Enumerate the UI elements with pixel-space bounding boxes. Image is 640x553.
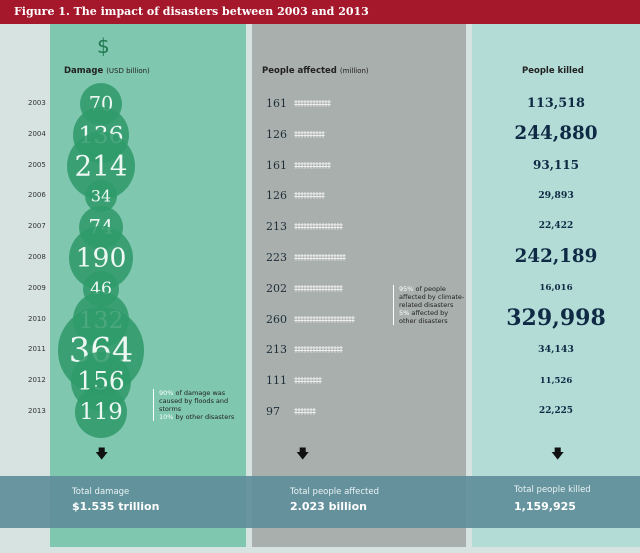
person-icon-row: ‡‡‡‡‡‡‡‡‡‡‡‡‡‡‡‡‡ — [294, 253, 346, 262]
people-affected-value: 126 — [266, 189, 287, 203]
year-label: 2013 — [28, 407, 46, 415]
people-killed-value: 34,143 — [538, 344, 574, 356]
damage-value: 214 — [74, 149, 128, 183]
people-affected-value: 111 — [266, 374, 287, 388]
year-label: 2003 — [28, 99, 46, 107]
totals-footer — [0, 476, 640, 528]
person-icon-row: ‡‡‡‡‡‡‡‡‡‡‡‡‡‡‡‡ — [294, 345, 343, 355]
people-killed-value: 22,422 — [538, 221, 574, 232]
people-note: 95% of people affected by climate-relate… — [393, 285, 467, 325]
damage-value: 190 — [75, 242, 127, 274]
person-icon-row: ‡‡‡‡‡‡‡‡‡‡‡‡‡‡‡‡ — [294, 222, 343, 232]
people-killed-column — [472, 24, 640, 547]
total-killed-value: 1,159,925 — [514, 500, 576, 513]
people-killed-value: 22,225 — [539, 406, 573, 417]
people-killed-value: 11,526 — [539, 375, 573, 386]
person-icon-row: ‡‡‡‡‡‡‡‡‡ — [294, 376, 322, 386]
people-killed-value: 29,893 — [538, 190, 574, 202]
down-arrow-icon: 🡇 — [296, 447, 310, 462]
people-affected-value: 126 — [266, 127, 287, 141]
people-killed-value: 16,016 — [539, 283, 573, 294]
person-icon-row: ‡‡‡‡‡‡‡‡‡‡‡‡‡‡‡‡‡‡‡‡ — [294, 314, 355, 324]
person-icon-row: ‡‡‡‡‡‡‡‡‡‡ — [294, 129, 325, 139]
total-people-value: 2.023 billion — [290, 500, 367, 513]
down-arrow-icon: 🡇 — [95, 447, 109, 462]
total-people-label: Total people affected — [290, 487, 379, 497]
people-killed-value: 113,518 — [527, 95, 585, 111]
person-icon-row: ‡‡‡‡‡‡‡‡‡‡‡‡‡‡‡‡ — [294, 283, 343, 293]
people-affected-column — [252, 24, 466, 547]
damage-bubble — [74, 385, 128, 439]
year-label: 2006 — [28, 191, 46, 200]
people-affected-value: 213 — [266, 343, 287, 357]
year-label: 2009 — [28, 283, 46, 292]
down-arrow-icon: 🡇 — [551, 447, 565, 462]
person-icon-row: ‡‡‡‡‡‡‡‡‡‡ — [294, 191, 325, 201]
year-label: 2008 — [28, 253, 46, 261]
people-affected-value: 161 — [266, 158, 287, 172]
year-label: 2012 — [28, 376, 46, 385]
people-killed-header: People killed — [522, 66, 584, 76]
people-affected-value: 213 — [266, 220, 287, 234]
total-damage-label: Total damage — [72, 487, 130, 497]
total-damage-value: $1.535 trillion — [72, 500, 160, 513]
damage-note: 90% of damage was caused by floods and s… — [153, 389, 239, 421]
damage-value: 34 — [90, 186, 112, 206]
people-killed-value: 329,998 — [506, 305, 606, 332]
people-affected-value: 202 — [266, 281, 287, 295]
total-killed-label: Total people killed — [514, 485, 591, 495]
year-label: 2004 — [28, 129, 46, 138]
people-affected-value: 260 — [266, 312, 287, 326]
title-bar: Figure 1. The impact of disasters betwee… — [0, 0, 640, 24]
person-icon-row: ‡‡‡‡‡‡‡‡‡‡‡‡ — [294, 99, 331, 108]
year-label: 2010 — [28, 314, 46, 323]
people-affected-value: 161 — [266, 97, 287, 110]
year-label: 2007 — [28, 222, 46, 231]
people-affected-value: 223 — [266, 251, 287, 264]
year-label: 2011 — [28, 345, 46, 354]
people-killed-value: 244,880 — [514, 122, 598, 144]
people-affected-value: 97 — [266, 405, 280, 418]
figure-title: Figure 1. The impact of disasters betwee… — [14, 5, 369, 18]
people-killed-value: 93,115 — [533, 157, 579, 172]
person-icon-row: ‡‡‡‡‡‡‡ — [294, 407, 316, 416]
damage-value: 119 — [79, 399, 123, 425]
dollar-icon: $ — [97, 34, 110, 58]
people-killed-value: 242,189 — [514, 246, 598, 268]
year-label: 2005 — [28, 160, 46, 169]
people-affected-header: People affected (million) — [262, 66, 369, 76]
damage-header: Damage (USD billion) — [64, 66, 150, 76]
person-icon-row: ‡‡‡‡‡‡‡‡‡‡‡‡ — [294, 160, 331, 170]
